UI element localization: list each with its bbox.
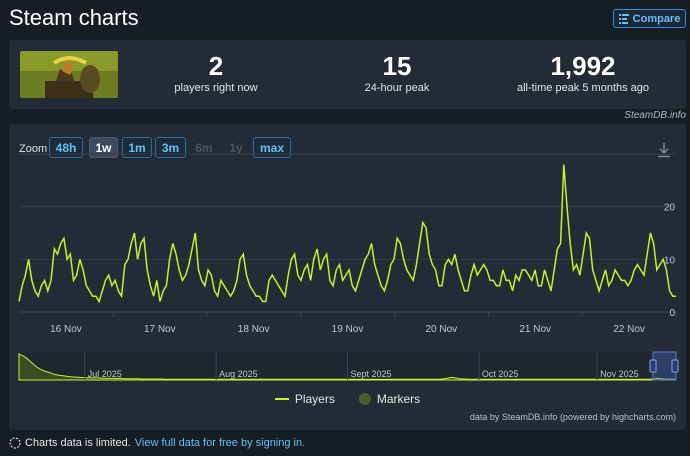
main-chart[interactable]: 0 10 20 16 Nov 17 Nov 18 Nov 19 Nov 20 Nov 21 N… xyxy=(9,124,686,388)
stat-current-label: players right now xyxy=(174,82,258,94)
loading-spinner-icon xyxy=(9,437,21,449)
download-icon[interactable] xyxy=(657,142,671,158)
game-thumbnail[interactable] xyxy=(20,51,118,98)
compare-icon xyxy=(618,14,629,24)
stat-24h-peak: 15 24-hour peak xyxy=(342,50,452,94)
navigator-tick-label: Sept 2025 xyxy=(351,369,392,379)
x-tick-label: 21 Nov xyxy=(519,324,551,335)
x-tick-label: 22 Nov xyxy=(613,324,645,335)
x-tick-label: 20 Nov xyxy=(426,324,458,335)
zoom-6m-button: 6m xyxy=(195,140,213,155)
steamdb-watermark: SteamDB.info xyxy=(624,110,686,121)
legend-item-players[interactable]: Players xyxy=(274,392,335,406)
stats-panel: 2 players right now 15 24-hour peak 1,99… xyxy=(9,40,686,109)
game-art-image xyxy=(20,51,118,98)
compare-label: Compare xyxy=(632,12,681,25)
sign-in-link[interactable]: View full data for free by signing in. xyxy=(134,437,306,449)
stat-24h-peak-label: 24-hour peak xyxy=(364,82,430,94)
zoom-max-button[interactable]: max xyxy=(253,137,291,158)
navigator-series xyxy=(18,353,677,381)
markers-legend-dot xyxy=(358,393,371,405)
stat-current: 2 players right now xyxy=(161,50,271,94)
players-series-line xyxy=(18,164,676,304)
zoom-1m-button[interactable]: 1m xyxy=(122,137,152,158)
stat-24h-peak-value: 15 xyxy=(382,51,412,81)
zoom-48h-button[interactable]: 48h xyxy=(49,137,83,158)
navigator-handle-left[interactable] xyxy=(649,359,657,373)
legend-item-markers[interactable]: Markers xyxy=(358,392,421,406)
footer-notice: Charts data is limited. View full data f… xyxy=(9,437,305,449)
legend-markers-label: Markers xyxy=(376,392,421,406)
zoom-1w-button[interactable]: 1w xyxy=(89,137,118,158)
x-tick-label: 19 Nov xyxy=(332,324,364,335)
zoom-label: Zoom xyxy=(19,143,48,155)
navigator-handle-right[interactable] xyxy=(671,359,679,373)
x-tick-label: 18 Nov xyxy=(238,324,270,335)
navigator-tick-label: Nov 2025 xyxy=(600,369,639,379)
y-tick-label-20: 20 xyxy=(664,203,676,214)
footer-text: Charts data is limited. xyxy=(25,437,131,449)
zoom-3m-button[interactable]: 3m xyxy=(155,137,186,158)
stat-all-time-peak-label: all-time peak 5 months ago xyxy=(516,82,650,94)
compare-button[interactable]: Compare xyxy=(613,9,686,28)
x-tick-label: 17 Nov xyxy=(144,324,176,335)
navigator-tick-label: Aug 2025 xyxy=(219,369,258,379)
navigator-tick-label: Jul 2025 xyxy=(88,369,122,379)
y-tick-label-0: 0 xyxy=(669,308,675,319)
players-legend-line xyxy=(274,398,289,400)
x-tick-label: 16 Nov xyxy=(50,324,82,335)
chart-credits[interactable]: data by SteamDB.info (powered by highcha… xyxy=(469,412,676,422)
stat-current-value: 2 xyxy=(208,51,224,81)
legend-players-label: Players xyxy=(294,392,335,406)
y-tick-label-10: 10 xyxy=(664,255,676,266)
stat-all-time-peak: 1,992 all-time peak 5 months ago xyxy=(503,50,663,94)
chart-panel: Zoom 48h 1w 1m 3m 6m 1y max 0 10 20 16 Nov… xyxy=(9,124,686,430)
zoom-1y-button: 1y xyxy=(229,140,243,155)
navigator-tick-label: Oct 2025 xyxy=(482,369,519,379)
stat-all-time-peak-value: 1,992 xyxy=(550,51,616,81)
page-title: Steam charts xyxy=(9,5,139,30)
chart-legend: Players Markers xyxy=(9,392,686,406)
